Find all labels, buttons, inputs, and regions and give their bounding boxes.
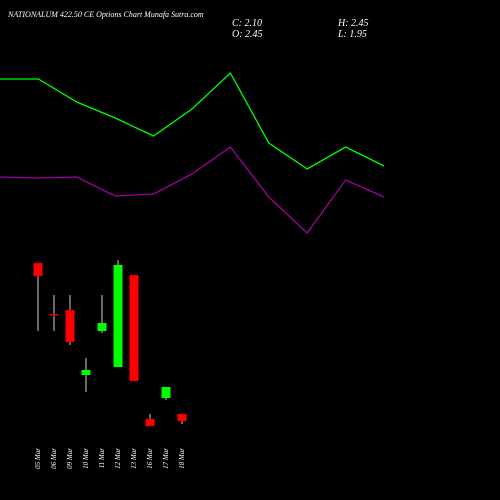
candle-body: [81, 370, 91, 375]
chart-title: NATIONALUM 422.50 CE Options Chart Munaf…: [7, 10, 204, 19]
x-tick-label: 18 Mar: [178, 448, 186, 469]
ohlc-high: H: 2.45: [337, 18, 369, 29]
x-tick-label: 12 Mar: [114, 448, 122, 469]
candle-body: [33, 262, 43, 277]
x-tick-label: 11 Mar: [98, 448, 106, 469]
ohlc-close: C: 2.10: [232, 18, 262, 29]
candle-body: [129, 274, 139, 382]
x-tick-label: 13 Mar: [130, 448, 138, 469]
candle-body: [65, 309, 75, 343]
candle-body: [49, 313, 59, 316]
ohlc-open: O: 2.45: [232, 29, 263, 40]
line-series: [0, 71, 385, 170]
line-series: [0, 146, 385, 234]
candle-body: [113, 265, 123, 367]
candle-body: [145, 418, 155, 427]
candle-body: [97, 323, 107, 331]
x-tick-label: 05 Mar: [34, 448, 42, 469]
ohlc-low: L: 1.95: [337, 29, 367, 40]
x-tick-label: 09 Mar: [66, 448, 74, 469]
candle-body: [161, 387, 171, 398]
candle-body: [177, 413, 187, 422]
x-tick-label: 10 Mar: [82, 448, 90, 469]
x-tick-label: 17 Mar: [162, 448, 170, 469]
x-tick-label: 06 Mar: [50, 448, 58, 469]
x-tick-label: 16 Mar: [146, 448, 154, 469]
